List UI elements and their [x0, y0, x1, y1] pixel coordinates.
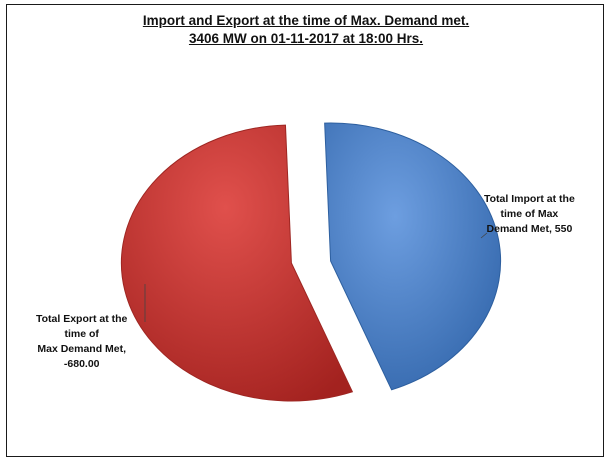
chart-title-line-1: Import and Export at the time of Max. De…	[142, 13, 470, 28]
import-label-line-1: Total Import at the	[484, 193, 575, 205]
import-slice-label: Total Import at the time of Max Demand M…	[484, 192, 575, 237]
export-slice-label: Total Export at the time of Max Demand M…	[36, 312, 127, 372]
chart-title-line-2: 3406 MW on 01-11-2017 at 18:00 Hrs.	[188, 31, 424, 46]
pie-slice-export	[120, 124, 354, 402]
chart-title: Import and Export at the time of Max. De…	[0, 12, 612, 48]
import-label-line-3: Demand Met, 550	[486, 223, 573, 235]
import-label-leader	[480, 232, 488, 239]
export-label-line-4: -680.00	[63, 358, 100, 370]
import-label-line-2: time of Max	[500, 208, 559, 220]
export-label-line-2: time of	[64, 328, 99, 340]
export-label-line-3: Max Demand Met,	[37, 343, 127, 355]
pie-slice-import	[324, 122, 502, 391]
export-label-line-1: Total Export at the	[36, 313, 128, 325]
